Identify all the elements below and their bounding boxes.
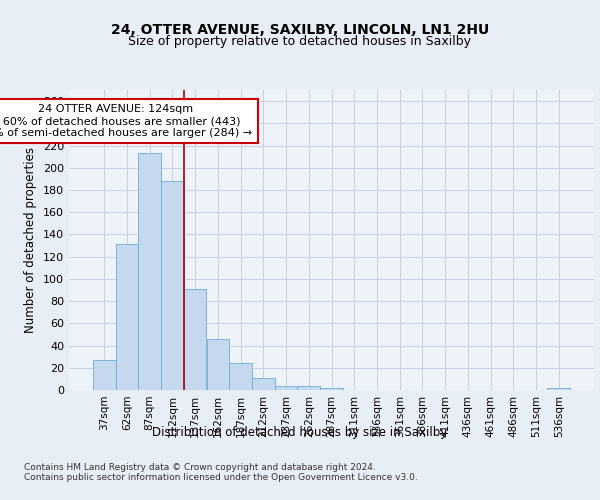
Bar (229, 364, 252, 390)
Bar (93, 360, 116, 390)
Bar (116, 244, 139, 390)
Bar (298, 386, 320, 390)
Bar (184, 289, 206, 390)
Bar (547, 388, 570, 390)
Text: Distribution of detached houses by size in Saxilby: Distribution of detached houses by size … (152, 426, 448, 439)
Text: Contains HM Land Registry data © Crown copyright and database right 2024.
Contai: Contains HM Land Registry data © Crown c… (24, 463, 418, 482)
Bar (139, 154, 161, 390)
Bar (275, 386, 298, 390)
Bar (252, 378, 275, 390)
Bar (320, 388, 343, 390)
Text: 24, OTTER AVENUE, SAXILBY, LINCOLN, LN1 2HU: 24, OTTER AVENUE, SAXILBY, LINCOLN, LN1 … (111, 22, 489, 36)
Bar (161, 181, 184, 390)
Text: 24 OTTER AVENUE: 124sqm
← 60% of detached houses are smaller (443)
39% of semi-d: 24 OTTER AVENUE: 124sqm ← 60% of detache… (0, 104, 252, 138)
Y-axis label: Number of detached properties: Number of detached properties (25, 147, 37, 333)
Bar (206, 339, 229, 390)
Text: Size of property relative to detached houses in Saxilby: Size of property relative to detached ho… (128, 35, 472, 48)
